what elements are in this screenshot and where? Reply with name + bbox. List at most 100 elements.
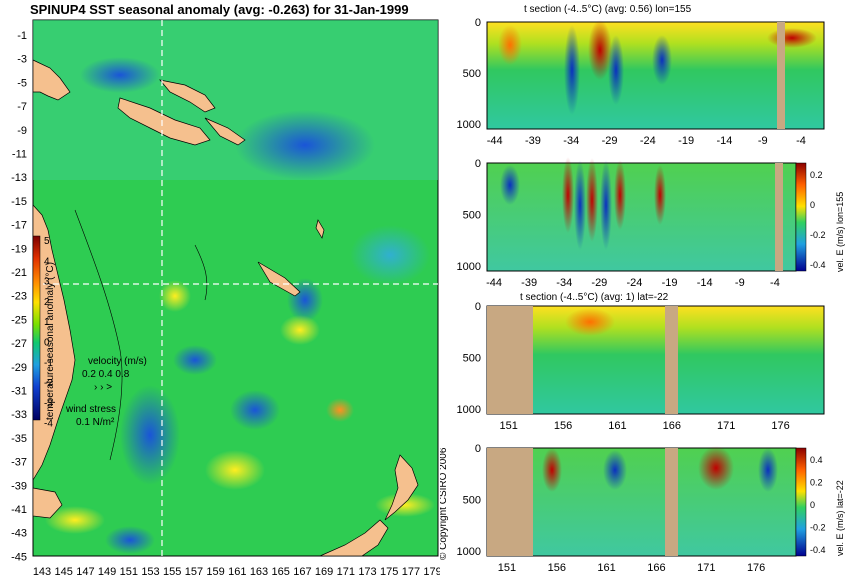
lat-tick-label: -31 [11, 386, 27, 398]
land-new-guinea [117, 97, 211, 146]
colorbar-tick-label: -4 [44, 419, 53, 430]
colorbar-tick-label: -0.2 [810, 523, 826, 533]
colorbar-label: temperature seasonal anomaly (°C) [45, 262, 56, 420]
colorbar-tick-label: 1 [44, 317, 50, 328]
panel-3-title: t section (-4..5°C) (avg: 1) lat=-22 [520, 292, 669, 303]
section-x-tick-label: 161 [608, 420, 626, 432]
depth-tick-label: 500 [463, 494, 481, 506]
lon-tick-label: 153 [141, 566, 159, 578]
main-map: 5 4 3 2 1 0 -1 -2 -3 -4 temperature seasonal anom… [11, 19, 440, 578]
anomaly-blob [120, 385, 180, 485]
land-mask [487, 306, 533, 414]
anomaly-blob [654, 165, 666, 225]
panel-2: 0.2 0 -0.2 -0.4 vel. E (m/s) lon=155 [486, 157, 845, 272]
colorbar-tick-label: 0.2 [810, 478, 823, 488]
land-australia [32, 59, 71, 101]
lon-tick-label: 175 [380, 566, 398, 578]
land-mask [665, 306, 678, 414]
depth-tick-label: 1000 [457, 261, 481, 273]
depth-tick-label: 1000 [457, 404, 481, 416]
colorbar-tick-label: -0.4 [810, 545, 826, 555]
lat-tick-label: -33 [11, 409, 27, 421]
copyright: © Copyright CSIRO 2006 [440, 447, 449, 560]
land-solomon-islands [204, 117, 246, 146]
panel-3 [486, 305, 825, 415]
lon-tick-label: 167 [293, 566, 311, 578]
lon-axis: 143 145 147 149 151 153 155 157 159 161 163 165 167 1… [33, 566, 440, 578]
land-new-britain [159, 79, 216, 113]
depth-tick-label: 0 [475, 158, 481, 170]
section-x-tick-label: -4 [770, 277, 780, 289]
lat-tick-label: -1 [17, 30, 27, 42]
depth-tick-label: 0 [475, 301, 481, 313]
colorbar-tick-label: -3 [44, 398, 53, 409]
lon-tick-label: 171 [337, 566, 355, 578]
anomaly-blob [230, 390, 280, 430]
lat-tick-label: -9 [17, 125, 27, 137]
lat-tick-label: -35 [11, 433, 27, 445]
land-new-zealand [319, 519, 389, 557]
section-panels: 0.2 0 -0.2 -0.4 vel. E (m/s) lon=155 0.4 0.2… [440, 17, 845, 574]
lat-tick-label: -25 [11, 314, 27, 326]
colorbar-label: vel. E (m/s) lat=-22 [835, 480, 845, 556]
section-x-tick-label: -29 [591, 277, 607, 289]
lat-tick-label: -11 [12, 149, 27, 161]
velocity-legend-label: velocity (m/s) [88, 356, 147, 367]
section-x-tick-label: -44 [487, 135, 503, 147]
wind-legend-label: wind stress [65, 404, 116, 415]
colorbar-tick-label: 0.4 [810, 455, 823, 465]
section-x-tick-label: -19 [662, 277, 678, 289]
section-x-tick-label: -9 [735, 277, 745, 289]
panel-1 [486, 20, 825, 130]
land-mask [775, 163, 783, 271]
lat-tick-label: -43 [11, 528, 27, 540]
anomaly-blob [45, 506, 105, 534]
colorbar-tick-label: -0.2 [810, 230, 826, 240]
velocity-legend-scale: 0.2 0.4 0.8 [82, 369, 130, 380]
panel-2-plot [486, 162, 797, 272]
depth-tick-label: 500 [463, 68, 481, 80]
anomaly-blob [105, 526, 155, 554]
anomaly-blob [159, 280, 191, 312]
colorbar-ticks: 0.2 0 -0.2 -0.4 [810, 170, 826, 270]
depth-tick-label: 500 [463, 352, 481, 364]
lon-tick-label: 143 [33, 566, 51, 578]
section-x-tick-label: -14 [716, 135, 732, 147]
colorbar [795, 162, 807, 272]
land-vanuatu [315, 219, 325, 239]
velocity-legend-arrows: › › > [94, 382, 112, 393]
section-x-tick-label: 161 [597, 562, 615, 574]
section-x-tick-label: -39 [525, 135, 541, 147]
lon-tick-label: 163 [250, 566, 268, 578]
section-x-tick-label: 156 [548, 562, 566, 574]
depth-tick-label: 1000 [457, 119, 481, 131]
lat-tick-label: -13 [11, 172, 27, 184]
colorbar-tick-label: -1 [44, 358, 53, 369]
section-x-tick-label: -34 [556, 277, 572, 289]
colorbar-tick-label: 4 [44, 256, 50, 267]
land-mask [665, 448, 678, 556]
lat-tick-label: -17 [11, 220, 27, 232]
section-x-tick-label: 171 [717, 420, 735, 432]
section-x-tick-label: 156 [554, 420, 572, 432]
lon-tick-label: 165 [272, 566, 290, 578]
lat-tick-label: -41 [11, 504, 27, 516]
lat-tick-label: -21 [11, 267, 27, 279]
section-x-tick-label: 151 [498, 562, 516, 574]
lat-tick-label: -29 [11, 362, 27, 374]
section-x-tick-label: -24 [640, 135, 656, 147]
lat-tick-label: -5 [17, 77, 27, 89]
section-x-tick-label: -24 [627, 277, 643, 289]
lat-axis: -1 -3 -5 -7 -9 -11 -13 -15 -17 -19 -21 -23 -25 -27 -29… [11, 30, 27, 563]
anomaly-blob [562, 157, 574, 233]
anomaly-blob [574, 160, 586, 250]
section-x-tick-label: 166 [663, 420, 681, 432]
colorbar-ticks: 5 4 3 2 1 0 -1 -2 -3 -4 [44, 236, 53, 430]
lon-tick-label: 169 [315, 566, 333, 578]
colorbar-tick-label: 3 [44, 277, 50, 288]
anomaly-blob [500, 165, 520, 205]
lat-tick-label: -45 [11, 551, 27, 563]
anomaly-blob [608, 35, 624, 105]
section-x-tick-label: -34 [563, 135, 579, 147]
panel-1-title: t section (-4..5°C) (avg: 0.56) lon=155 [524, 4, 692, 15]
